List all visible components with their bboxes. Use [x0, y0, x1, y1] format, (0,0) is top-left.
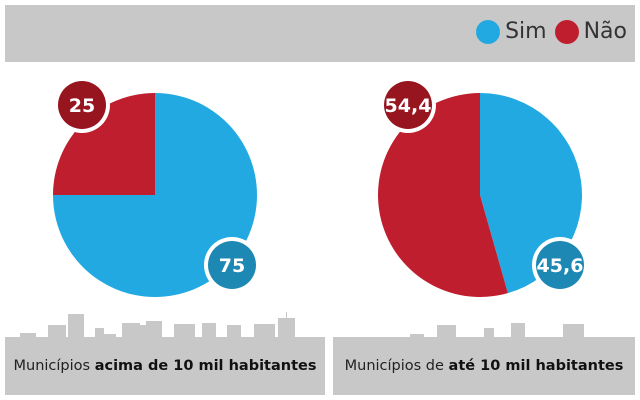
legend: Sim Não: [476, 19, 627, 44]
data-label-sim: 75: [219, 255, 245, 277]
data-label-nao: 25: [69, 95, 95, 117]
pie-chart-above-10k: 75 25: [53, 77, 260, 297]
nao-swatch-icon: [554, 19, 579, 44]
badge-sim: [208, 241, 256, 289]
legend-item-sim: Sim: [476, 19, 547, 44]
caption-text: Municípios: [13, 358, 95, 374]
badge-nao: [384, 81, 432, 129]
legend-label-nao: Não: [583, 19, 627, 44]
sim-swatch-icon: [476, 19, 501, 44]
pie-slice-nao: [378, 93, 508, 297]
badge-nao: [58, 81, 106, 129]
skyline-decoration: [20, 312, 584, 338]
chart-caption-above-10k: Municípios acima de 10 mil habitantes: [5, 337, 325, 395]
badge-sim: [536, 241, 584, 289]
legend-bar: Sim Não: [5, 5, 635, 62]
legend-item-nao: Não: [554, 19, 627, 44]
caption-text: Municípios de: [344, 358, 449, 374]
pie-chart-up-to-10k: 45,6 54,4: [378, 77, 588, 297]
data-label-sim: 45,6: [537, 255, 584, 277]
data-label-nao: 54,4: [385, 95, 432, 117]
caption-bold: acima de 10 mil habitantes: [94, 358, 317, 374]
pie-slice-nao: [53, 93, 155, 195]
caption-bold: até 10 mil habitantes: [448, 358, 624, 374]
chart-caption-up-to-10k: Municípios de até 10 mil habitantes: [333, 337, 635, 395]
legend-label-sim: Sim: [505, 19, 547, 44]
